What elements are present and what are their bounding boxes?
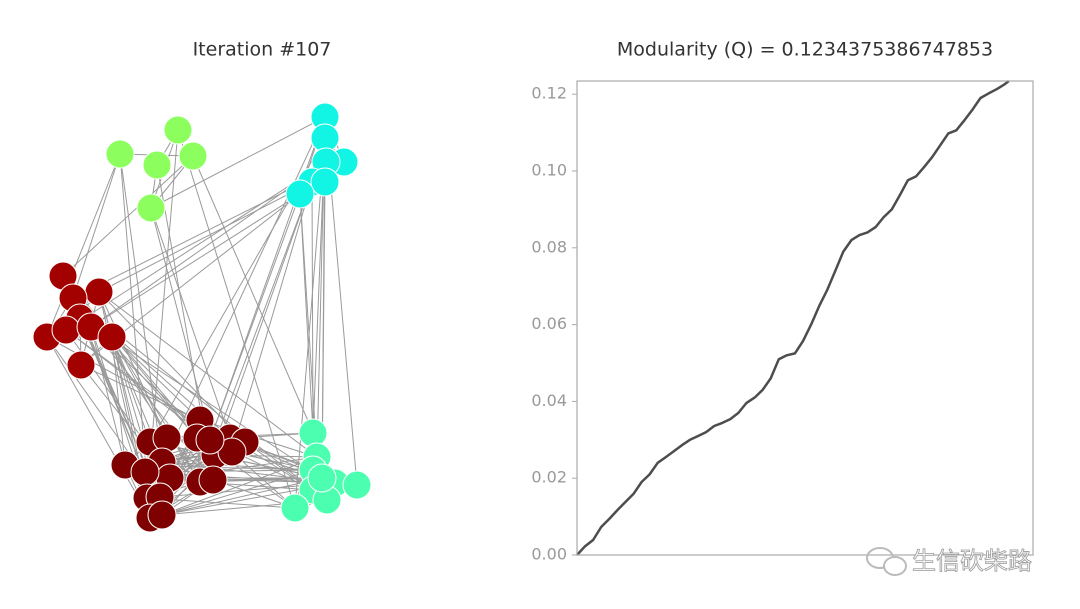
edge [161, 477, 323, 516]
y-tick-label: 0.08 [531, 237, 567, 256]
node [51, 315, 81, 345]
node [130, 457, 160, 487]
node [105, 139, 135, 169]
edge [72, 153, 121, 299]
node [142, 150, 172, 180]
edge [119, 153, 151, 519]
node [298, 418, 328, 448]
node [163, 115, 193, 145]
y-tick-label: 0.06 [531, 314, 567, 333]
edge [90, 326, 126, 466]
edge [119, 153, 163, 463]
edge [231, 181, 313, 453]
edge [46, 336, 151, 519]
edge [98, 291, 318, 458]
edge [90, 193, 301, 328]
edge [161, 461, 296, 509]
node [152, 423, 182, 453]
line-title: Modularity (Q) = 0.1234375386747853 [617, 39, 993, 61]
watermark: 生信砍柴路 [866, 547, 1032, 576]
watermark-text: 生信砍柴路 [912, 547, 1032, 575]
y-tick-label: 0.04 [531, 391, 567, 410]
edge [46, 153, 121, 338]
node [195, 425, 225, 455]
edge [62, 155, 194, 277]
edge [150, 207, 231, 439]
node [66, 350, 96, 380]
edge [299, 193, 318, 458]
node [97, 322, 127, 352]
edge [294, 137, 326, 509]
edge [214, 181, 313, 456]
edge [177, 129, 296, 509]
y-tick-label: 0.00 [531, 545, 567, 564]
watermark-icon [883, 556, 907, 576]
edge [98, 291, 246, 443]
node [285, 179, 315, 209]
node [147, 500, 177, 530]
node [310, 167, 340, 197]
edge [161, 456, 318, 516]
network-title: Iteration #107 [193, 39, 332, 61]
node [136, 193, 166, 223]
y-tick-label: 0.12 [531, 84, 567, 103]
axes-frame [576, 80, 1034, 556]
node [178, 141, 208, 171]
line-chart: 0.00 0.02 0.04 0.06 0.08 0.10 0.12 [531, 80, 1034, 564]
y-tick-label: 0.02 [531, 468, 567, 487]
node [307, 463, 337, 493]
network [32, 102, 372, 533]
edge [150, 116, 326, 209]
node [342, 470, 372, 500]
edge [161, 461, 314, 471]
y-tick-label: 0.10 [531, 161, 567, 180]
edge [209, 193, 301, 441]
node [84, 277, 114, 307]
edge [111, 336, 151, 443]
node [198, 465, 228, 495]
edge [111, 336, 126, 466]
node [280, 493, 310, 523]
line [576, 80, 1010, 556]
edge [98, 181, 313, 293]
edge [111, 336, 168, 439]
